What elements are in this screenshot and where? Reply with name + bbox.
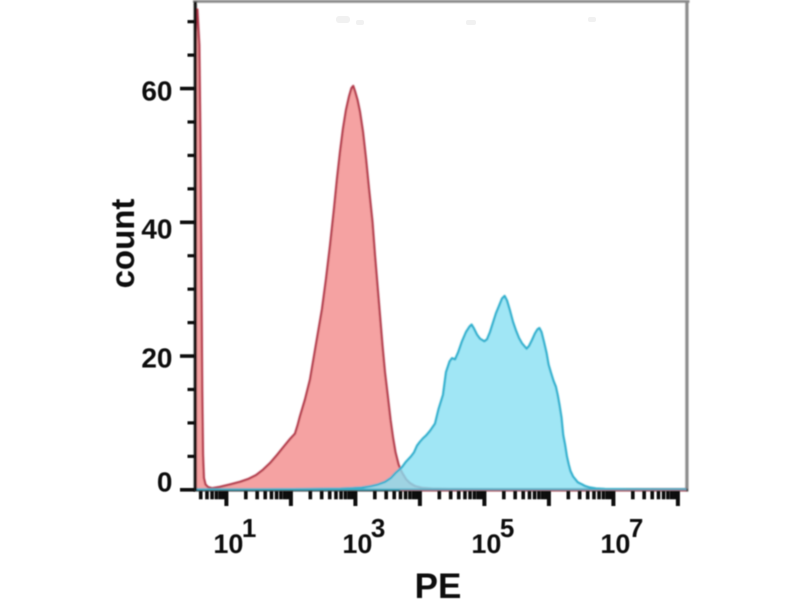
svg-text:1: 1 [242,513,256,543]
svg-text:PE: PE [415,567,462,600]
svg-text:40: 40 [141,214,172,245]
svg-text:10: 10 [471,529,501,559]
svg-text:20: 20 [141,343,172,374]
svg-text:10: 10 [600,529,630,559]
svg-text:60: 60 [141,76,172,107]
svg-text:7: 7 [629,513,643,543]
svg-text:10: 10 [213,529,243,559]
svg-text:0: 0 [157,467,173,498]
svg-text:5: 5 [500,513,514,543]
svg-text:10: 10 [342,529,372,559]
svg-text:3: 3 [371,513,385,543]
svg-text:count: count [104,199,141,289]
